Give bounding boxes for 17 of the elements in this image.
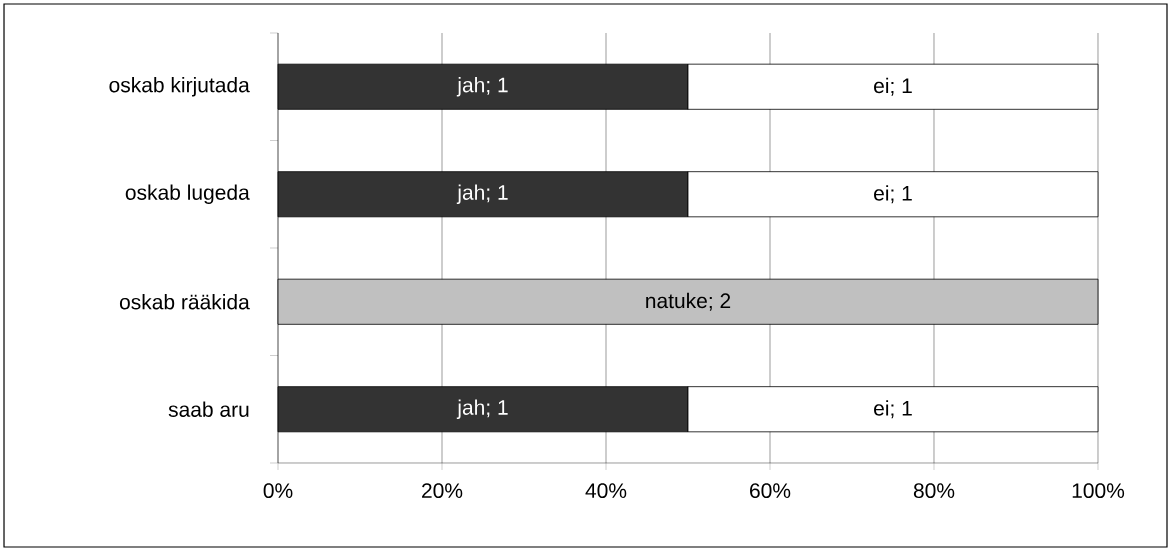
y-tick-label: oskab kirjutada [109, 76, 250, 97]
annotation: ei; 1 [874, 400, 912, 419]
annotation: jah; 1 [456, 399, 508, 420]
annotation: jah; 1 [456, 184, 508, 205]
y-tick-label: oskab lugeda [125, 184, 250, 205]
annotation: ei; 1 [874, 185, 912, 204]
x-tick-label: 40% [585, 483, 627, 499]
annotation: natuke; 2 [646, 292, 731, 311]
x-tick-label: 60% [750, 483, 791, 499]
x-tick-label: 80% [913, 483, 955, 499]
annotation: ei; 1 [874, 77, 912, 96]
x-tick-label: 20% [422, 483, 463, 499]
x-tick-label: 0% [263, 483, 293, 499]
annotation: jah; 1 [456, 76, 508, 97]
y-tick-label: oskab rääkida [119, 294, 250, 310]
x-tick-label: 100% [1072, 483, 1125, 499]
y-tick-label: saab aru [168, 401, 249, 417]
